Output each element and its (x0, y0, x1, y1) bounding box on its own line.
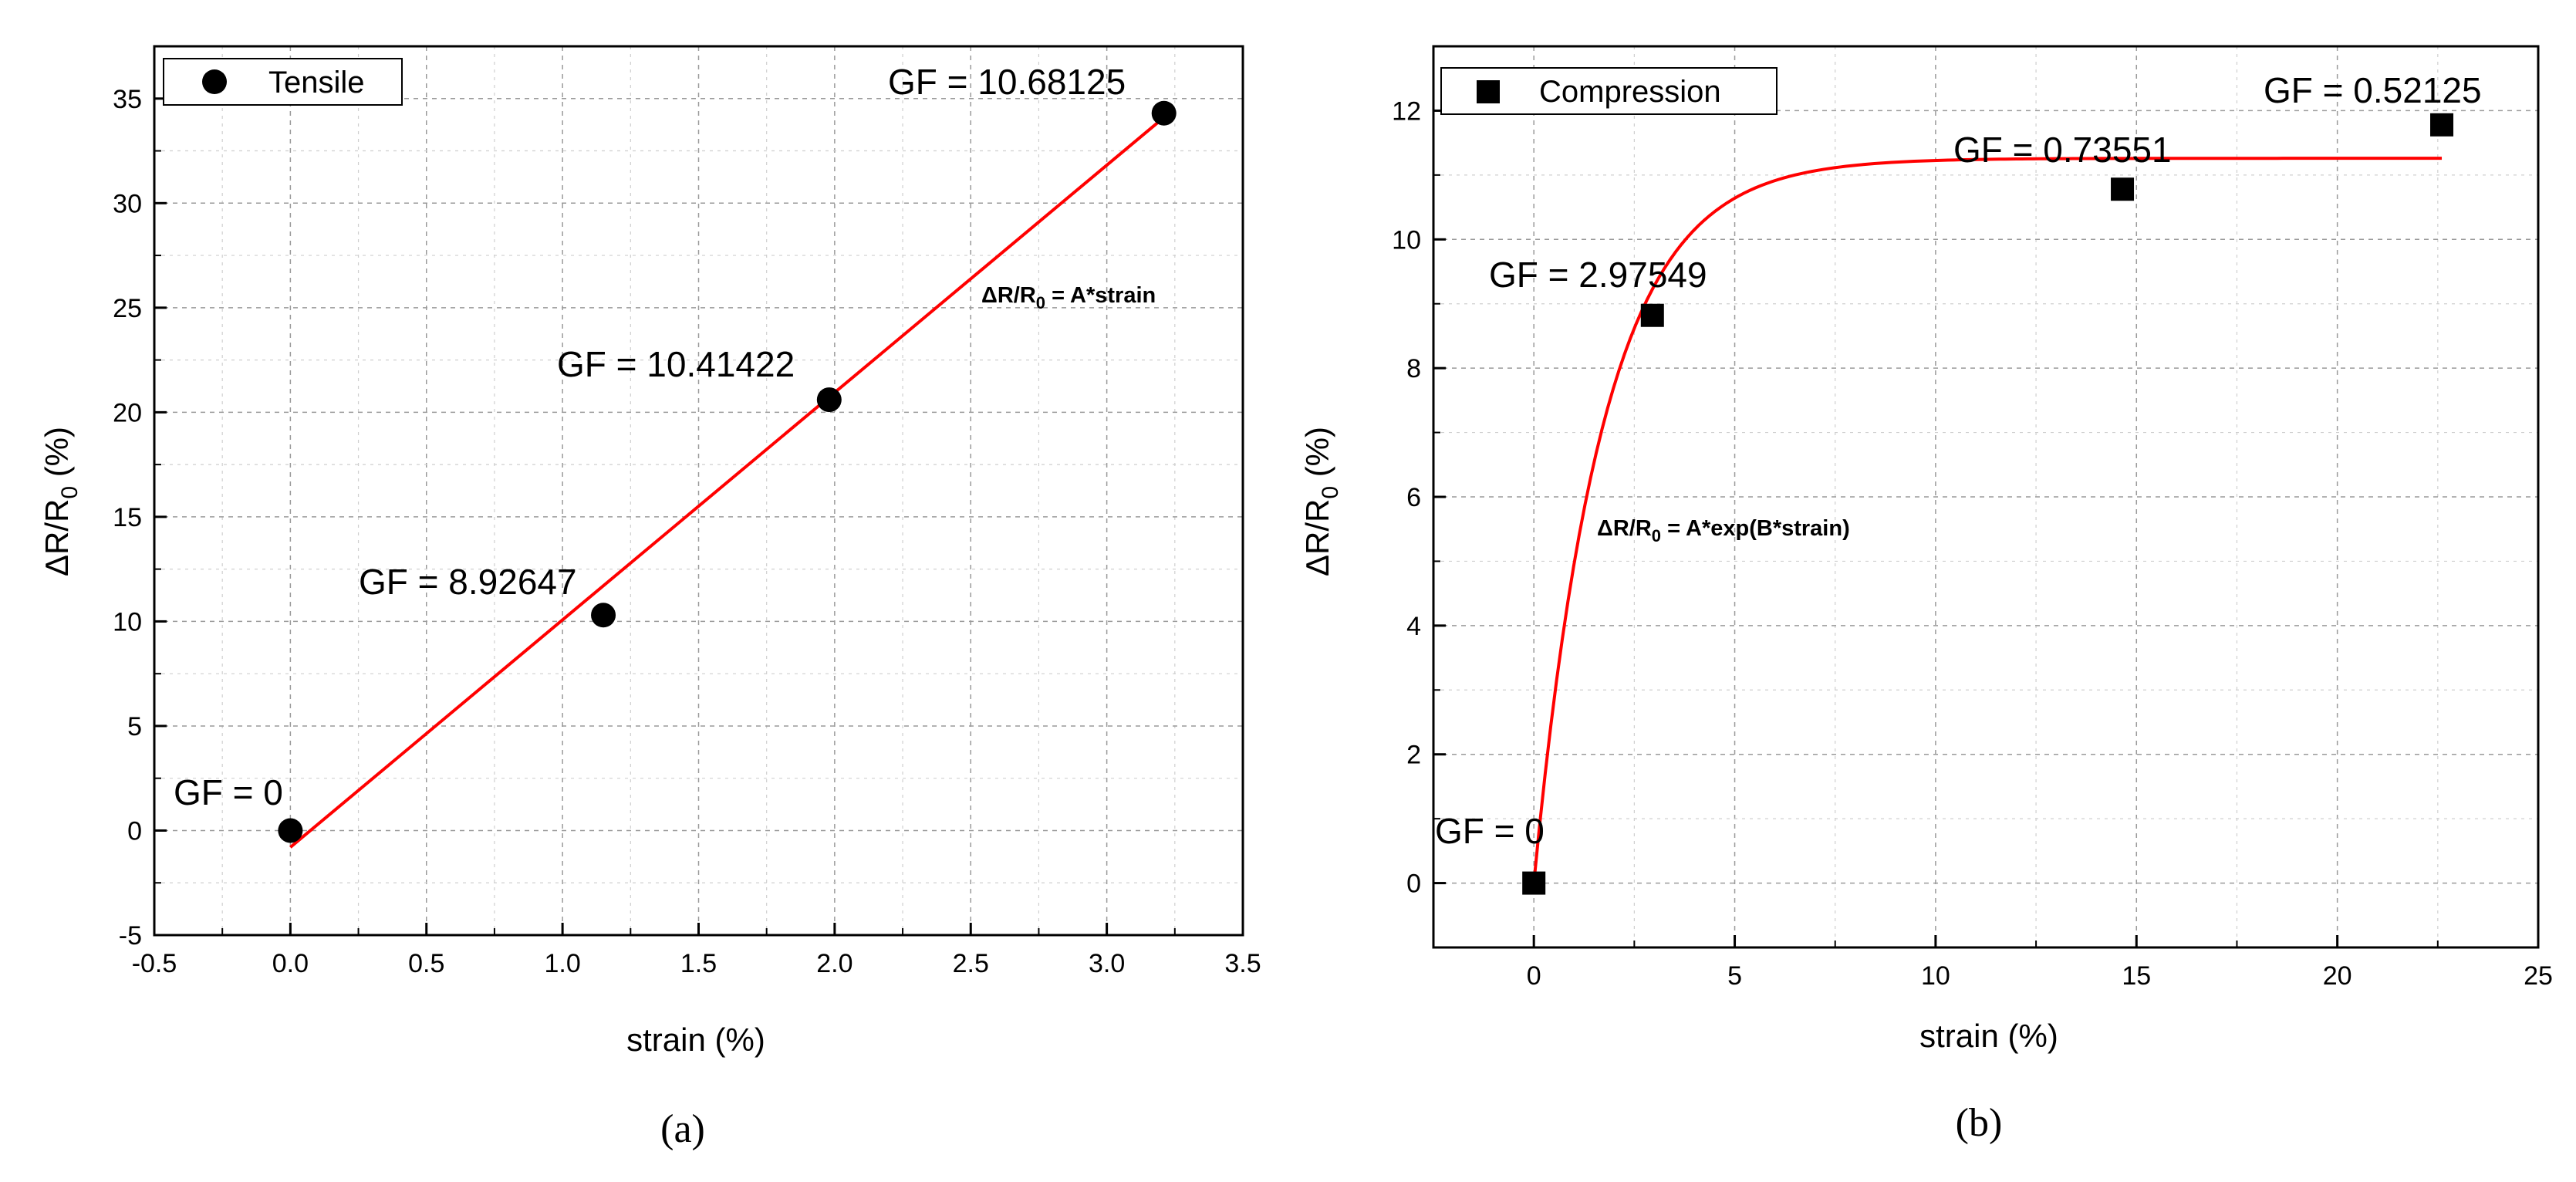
svg-text:ΔR/R0 (%): ΔR/R0 (%) (39, 427, 83, 576)
chart-b-y-tick-label: 6 (1406, 483, 1421, 512)
chart-b-y-ticks: 0 2 4 6 8 10 12 (1392, 96, 1446, 899)
chart-a-y-tick-label: 20 (113, 398, 142, 427)
chart-a-y-tick-label: 35 (113, 85, 142, 114)
chart-b-x-tick-label: 25 (2524, 961, 2553, 991)
chart-b-annotation-gf-2: GF = 0.73551 (1953, 130, 2172, 170)
chart-a-equation-rhs: = A*strain (1045, 283, 1156, 308)
chart-b-annotation-gf-3: GF = 0.52125 (2264, 70, 2482, 110)
chart-b-fit-line-group (1532, 157, 2443, 883)
chart-b-data-point (1640, 303, 1664, 327)
chart-a-plot-frame (153, 45, 1244, 937)
chart-a-x-tick-label: 0.0 (272, 949, 309, 978)
chart-b-x-tick-label: 20 (2323, 961, 2352, 991)
chart-a-x-tick-label: -0.5 (132, 949, 177, 978)
chart-b-y-axis-title: ΔR/R0 (%) (1299, 427, 1343, 576)
chart-b-x-tick-label: 15 (2122, 961, 2151, 991)
chart-a-annotation-gf-1: GF = 8.92647 (359, 562, 577, 602)
chart-a-x-tick-label: 3.0 (1089, 949, 1125, 978)
chart-b-x-tick-label: 10 (1921, 961, 1950, 991)
svg-text:ΔR/R0 (%): ΔR/R0 (%) (1299, 427, 1343, 576)
chart-b-y-tick-label: 2 (1406, 741, 1421, 770)
chart-a-y-tick-label: 0 (127, 816, 142, 846)
chart-a-equation-lhs: ΔR/R (981, 283, 1036, 308)
chart-b-fit-equation: ΔR/R0 = A*exp(B*strain) (1597, 516, 1850, 545)
chart-a-fit-line (289, 116, 1165, 849)
chart-a-x-tick-label: 0.5 (408, 949, 444, 978)
chart-b-grid (1433, 46, 2539, 947)
chart-b-legend: Compression (1440, 67, 1778, 115)
chart-a-x-tick-label: 3.5 (1224, 949, 1261, 978)
chart-a-grid (154, 46, 1244, 936)
chart-b-plot-frame (1432, 45, 2540, 949)
chart-b-y-tick-label: 8 (1406, 354, 1421, 383)
chart-b-x-tick-label: 5 (1727, 961, 1742, 991)
chart-b-equation-subscript: 0 (1652, 526, 1661, 545)
chart-a-data-point (816, 387, 842, 413)
chart-a-data-points (278, 100, 1177, 843)
chart-a-y-tick-label: 30 (113, 189, 142, 218)
chart-b-equation-rhs: = A*exp(B*strain) (1661, 516, 1850, 541)
chart-a-data-point (278, 818, 303, 843)
chart-b-panel-label: (b) (1956, 1101, 2003, 1145)
chart-a-annotation-gf-3: GF = 10.68125 (888, 62, 1126, 102)
chart-b-y-tick-label: 10 (1392, 225, 1421, 255)
chart-a-y-tick-label: 5 (127, 712, 142, 741)
chart-b-x-ticks: 0 5 10 15 20 25 (1527, 935, 2553, 991)
chart-a-legend-label: Tensile (268, 66, 365, 100)
chart-b-data-points (1522, 113, 2454, 895)
chart-a-legend-circle-marker (202, 69, 227, 94)
chart-a-y-tick-label: 15 (113, 503, 142, 532)
chart-a-annotation-gf-2: GF = 10.41422 (557, 344, 795, 384)
chart-b-x-tick-label: 0 (1527, 961, 1541, 991)
chart-a-y-tick-label: 25 (113, 294, 142, 323)
chart-a-x-tick-label: 2.5 (953, 949, 989, 978)
chart-a-legend: Tensile (163, 58, 403, 106)
chart-a-equation-subscript: 0 (1036, 293, 1045, 312)
chart-a-fit-equation: ΔR/R0 = A*strain (981, 283, 1156, 312)
chart-a-x-axis-title: strain (%) (626, 1022, 765, 1058)
chart-b-legend-label: Compression (1539, 75, 1721, 109)
chart-b-data-point (1522, 871, 1546, 895)
chart-a-fit-line-group (289, 116, 1165, 849)
chart-a-annotation-gf-0: GF = 0 (174, 772, 283, 812)
chart-a-data-point (1151, 100, 1177, 126)
chart-a-x-tick-label: 2.0 (816, 949, 852, 978)
chart-b-annotation-gf-1: GF = 2.97549 (1489, 255, 1707, 295)
chart-a-y-tick-label: -5 (119, 921, 142, 951)
chart-a-y-tick-label: 10 (113, 607, 142, 637)
chart-a-y-axis-title: ΔR/R0 (%) (39, 427, 83, 576)
chart-a-x-ticks: -0.5 0.0 0.5 1.0 1.5 2.0 2.5 3.0 3.5 (132, 923, 1261, 978)
chart-a-panel-label: (a) (660, 1107, 705, 1151)
chart-b-y-tick-label: 12 (1392, 96, 1421, 126)
chart-b-data-point (2430, 113, 2454, 137)
chart-b-legend-square-marker (1477, 80, 1500, 103)
chart-a-data-point (591, 603, 616, 628)
chart-b-data-point (2111, 177, 2135, 201)
chart-a-y-ticks: -5 0 5 10 15 20 25 30 35 (113, 85, 167, 951)
chart-b-fit-line (1532, 157, 2443, 883)
chart-b-annotation-gf-0: GF = 0 (1435, 811, 1545, 851)
chart-a-x-tick-label: 1.0 (544, 949, 580, 978)
chart-b-y-tick-label: 0 (1406, 870, 1421, 899)
chart-a: -0.5 0.0 0.5 1.0 1.5 2.0 2.5 3.0 3.5 -5 0 5 10 15 20 2… (39, 45, 1261, 1151)
chart-b-equation-lhs: ΔR/R (1597, 516, 1652, 541)
chart-b-y-tick-label: 4 (1406, 612, 1421, 641)
chart-b-x-axis-title: strain (%) (1919, 1018, 2058, 1054)
chart-a-x-tick-label: 1.5 (680, 949, 717, 978)
